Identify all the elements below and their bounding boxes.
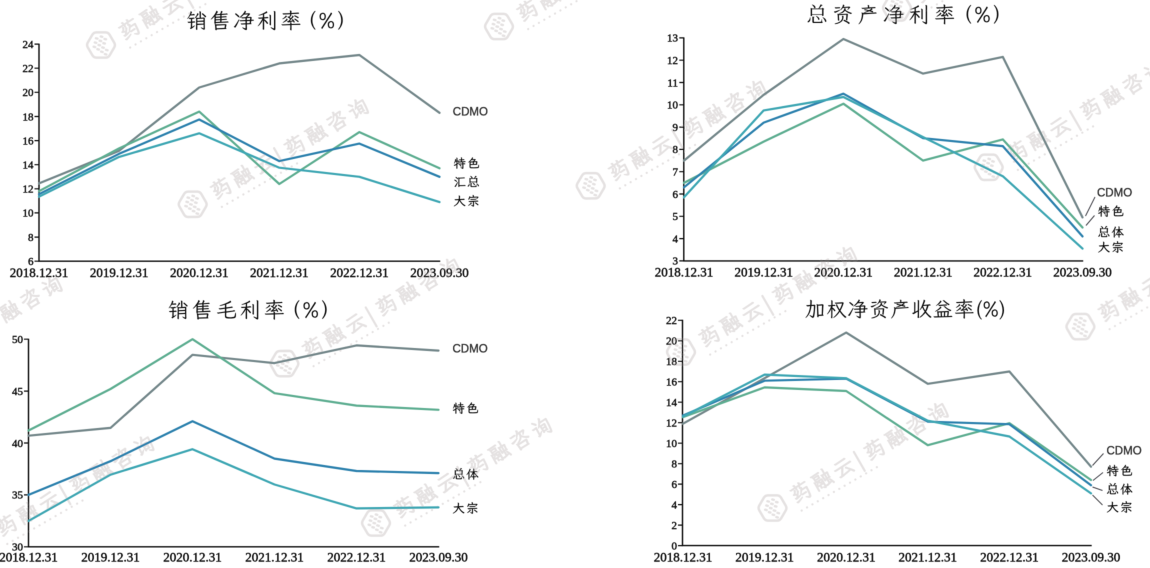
svg-text:10: 10: [667, 100, 679, 112]
svg-text:2022.12.31: 2022.12.31: [327, 550, 386, 565]
svg-text:8: 8: [672, 459, 678, 471]
svg-text:22: 22: [23, 63, 34, 75]
svg-text:12: 12: [666, 418, 677, 430]
svg-text:8: 8: [28, 232, 34, 244]
svg-text:10: 10: [23, 208, 35, 220]
svg-text:2022.12.31: 2022.12.31: [980, 550, 1039, 565]
svg-text:5: 5: [673, 211, 679, 223]
svg-text:2023.09.30: 2023.09.30: [1062, 550, 1121, 565]
svg-text:2018.12.31: 2018.12.31: [10, 265, 69, 280]
svg-text:16: 16: [23, 135, 35, 147]
svg-text:8: 8: [673, 144, 679, 156]
svg-text:CDMO: CDMO: [453, 344, 488, 356]
svg-text:12: 12: [23, 184, 34, 196]
svg-text:30: 30: [12, 542, 24, 554]
svg-text:4: 4: [672, 499, 678, 511]
svg-text:2019.12.31: 2019.12.31: [735, 550, 794, 565]
svg-text:2: 2: [672, 520, 678, 532]
svg-text:2023.09.30: 2023.09.30: [410, 265, 469, 280]
svg-text:6: 6: [28, 256, 34, 268]
svg-text:2019.12.31: 2019.12.31: [81, 550, 140, 565]
svg-text:2018.12.31: 2018.12.31: [655, 265, 714, 280]
svg-text:20: 20: [23, 87, 35, 99]
svg-text:2019.12.31: 2019.12.31: [90, 265, 149, 280]
svg-text:6: 6: [673, 189, 679, 201]
svg-text:2022.12.31: 2022.12.31: [330, 265, 389, 280]
svg-text:3: 3: [673, 256, 679, 268]
svg-text:2023.09.30: 2023.09.30: [1053, 265, 1112, 280]
svg-text:2021.12.31: 2021.12.31: [245, 550, 304, 565]
svg-text:50: 50: [12, 334, 24, 346]
svg-text:11: 11: [667, 77, 678, 89]
svg-text:2020.12.31: 2020.12.31: [814, 265, 873, 280]
svg-text:35: 35: [12, 490, 24, 502]
svg-text:2018.12.31: 2018.12.31: [0, 550, 58, 565]
svg-text:2020.12.31: 2020.12.31: [170, 265, 229, 280]
svg-text:2021.12.31: 2021.12.31: [899, 550, 958, 565]
svg-text:2021.12.31: 2021.12.31: [250, 265, 309, 280]
svg-text:0: 0: [672, 540, 678, 552]
svg-text:2020.12.31: 2020.12.31: [817, 550, 876, 565]
svg-text:2019.12.31: 2019.12.31: [734, 265, 793, 280]
svg-text:2022.12.31: 2022.12.31: [974, 265, 1033, 280]
svg-text:13: 13: [667, 33, 679, 45]
svg-text:10: 10: [666, 438, 678, 450]
svg-text:2023.09.30: 2023.09.30: [409, 550, 468, 565]
svg-text:16: 16: [666, 377, 678, 389]
svg-text:4: 4: [673, 233, 679, 245]
svg-text:12: 12: [667, 55, 678, 67]
svg-text:2018.12.31: 2018.12.31: [654, 550, 713, 565]
svg-text:20: 20: [666, 336, 678, 348]
svg-text:CDMO: CDMO: [453, 107, 488, 119]
svg-text:40: 40: [12, 438, 24, 450]
svg-text:24: 24: [23, 39, 35, 51]
svg-text:9: 9: [673, 122, 679, 134]
svg-text:45: 45: [12, 386, 24, 398]
svg-text:14: 14: [666, 397, 678, 409]
svg-text:22: 22: [666, 315, 677, 327]
svg-text:6: 6: [672, 479, 678, 491]
svg-text:2020.12.31: 2020.12.31: [163, 550, 222, 565]
svg-text:CDMO: CDMO: [1107, 446, 1142, 458]
svg-text:14: 14: [23, 160, 35, 172]
svg-text:7: 7: [673, 167, 679, 179]
svg-text:18: 18: [666, 356, 678, 368]
svg-text:18: 18: [23, 111, 35, 123]
svg-text:CDMO: CDMO: [1097, 188, 1132, 200]
svg-text:2021.12.31: 2021.12.31: [894, 265, 953, 280]
